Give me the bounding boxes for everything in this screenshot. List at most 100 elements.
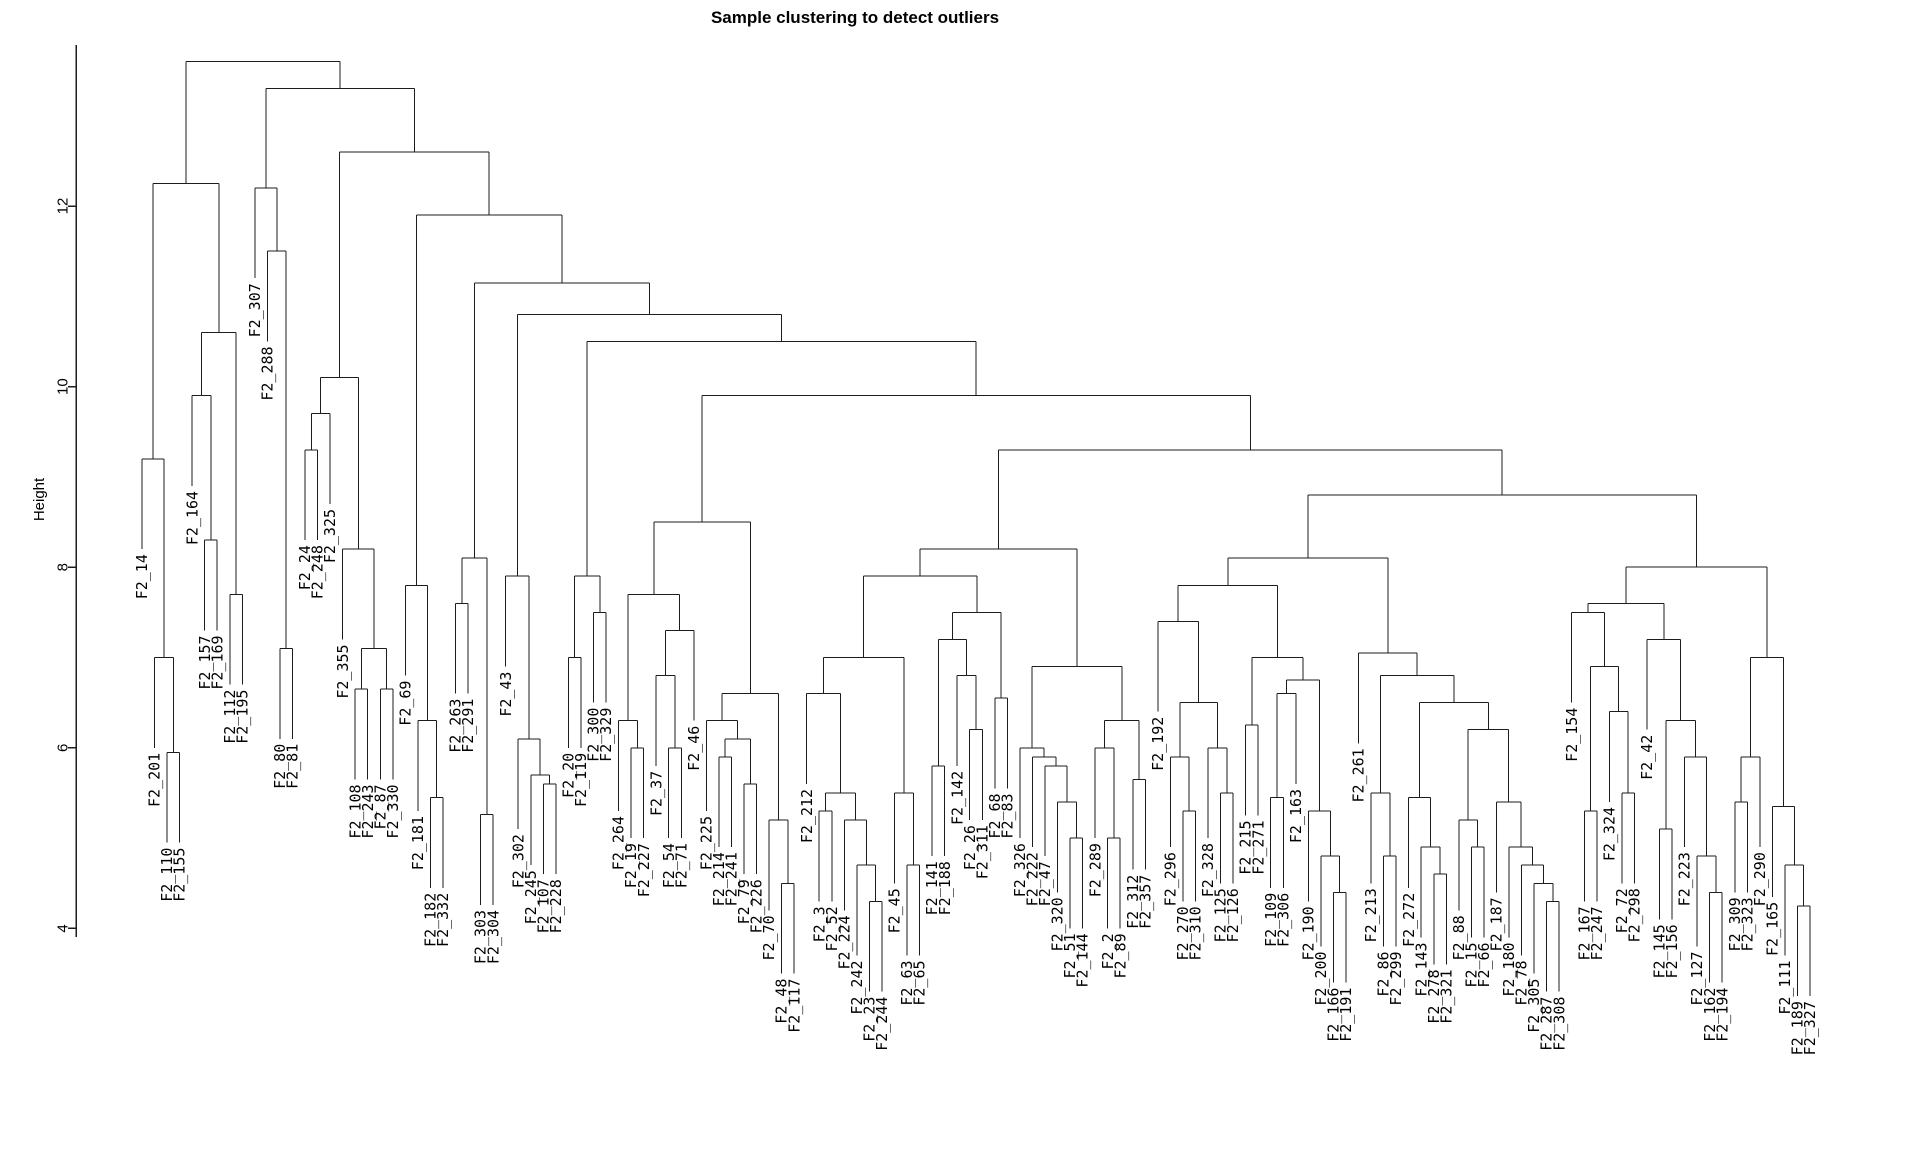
leaf-label: F2_87 xyxy=(371,784,389,829)
leaf-label: F2_327 xyxy=(1801,1001,1819,1055)
leaf-label: F2_20 xyxy=(560,753,578,798)
leaf-label: F2_248 xyxy=(309,545,327,599)
leaf-label: F2_79 xyxy=(735,879,753,924)
leaf-label: F2_80 xyxy=(271,744,289,789)
leaf-label: F2_278 xyxy=(1425,970,1443,1024)
leaf-label: F2_302 xyxy=(509,834,527,888)
leaf-label: F2_141 xyxy=(923,861,941,915)
leaf-label: F2_226 xyxy=(748,879,766,933)
leaf-label: F2_357 xyxy=(1136,875,1154,929)
leaf-label: F2_303 xyxy=(472,910,490,964)
leaf-label: F2_72 xyxy=(1613,888,1631,933)
leaf-label: F2_144 xyxy=(1074,933,1092,987)
leaf-label: F2_215 xyxy=(1237,821,1255,875)
leaf-label: F2_312 xyxy=(1124,875,1142,929)
leaf-label: F2_212 xyxy=(798,789,816,843)
leaf-label: F2_83 xyxy=(998,793,1016,838)
leaf-label: F2_109 xyxy=(1262,893,1280,947)
leaf-label: F2_310 xyxy=(1187,906,1205,960)
leaf-label: F2_320 xyxy=(1049,897,1067,951)
leaf-label: F2_111 xyxy=(1776,960,1794,1014)
leaf-label: F2_2 xyxy=(1099,933,1117,969)
leaf-label: F2_48 xyxy=(773,979,791,1024)
leaf-label: F2_332 xyxy=(434,893,452,947)
leaf-label: F2_51 xyxy=(1061,933,1079,978)
leaf-label: F2_70 xyxy=(760,915,778,960)
leaf-label: F2_127 xyxy=(1688,951,1706,1005)
leaf-label: F2_3 xyxy=(810,906,828,942)
leaf-label: F2_300 xyxy=(585,708,603,762)
leaf-label: F2_43 xyxy=(497,672,515,717)
leaf-label: F2_195 xyxy=(233,690,251,744)
leaf-label: F2_201 xyxy=(146,753,164,807)
leaf-label: F2_54 xyxy=(660,843,678,888)
leaf-label: F2_247 xyxy=(1588,906,1606,960)
leaf-label: F2_66 xyxy=(1475,942,1493,987)
leaf-label: F2_225 xyxy=(697,816,715,870)
leaf-label: F2_263 xyxy=(447,699,465,753)
leaf-label: F2_88 xyxy=(1450,915,1468,960)
leaf-label: F2_324 xyxy=(1600,807,1618,861)
leaf-label: F2_155 xyxy=(171,848,189,902)
leaf-label: F2_189 xyxy=(1789,1001,1807,1055)
leaf-label: F2_26 xyxy=(961,825,979,870)
leaf-label: F2_157 xyxy=(196,635,214,689)
leaf-label: F2_65 xyxy=(911,960,929,1005)
y-tick-label: 6 xyxy=(54,744,71,752)
leaf-label: F2_110 xyxy=(158,848,176,902)
leaf-label: F2_47 xyxy=(1036,861,1054,906)
leaf-label: F2_243 xyxy=(359,784,377,838)
leaf-label: F2_308 xyxy=(1550,997,1568,1051)
leaf-label: F2_271 xyxy=(1249,821,1267,875)
leaf-label: F2_191 xyxy=(1337,988,1355,1042)
leaf-label: F2_107 xyxy=(534,879,552,933)
leaf-label: F2_224 xyxy=(835,915,853,969)
leaf-label: F2_182 xyxy=(422,893,440,947)
leaf-label: F2_69 xyxy=(396,681,414,726)
leaf-label: F2_291 xyxy=(459,699,477,753)
leaf-label: F2_89 xyxy=(1111,933,1129,978)
leaf-label: F2_214 xyxy=(710,852,728,906)
leaf-label: F2_304 xyxy=(484,910,502,964)
leaf-label: F2_270 xyxy=(1174,906,1192,960)
leaf-label: F2_180 xyxy=(1500,942,1518,996)
y-tick-label: 10 xyxy=(54,378,71,395)
leaf-label: F2_307 xyxy=(246,283,264,337)
leaf-label: F2_222 xyxy=(1024,852,1042,906)
leaf-label: F2_355 xyxy=(334,644,352,698)
leaf-label: F2_37 xyxy=(647,771,665,816)
leaf-label: F2_14 xyxy=(133,554,151,599)
leaf-label: F2_328 xyxy=(1199,843,1217,897)
leaf-label: F2_296 xyxy=(1161,852,1179,906)
chart-title: Sample clustering to detect outliers xyxy=(710,8,1000,27)
leaf-label: F2_164 xyxy=(183,491,201,545)
leaf-label: F2_311 xyxy=(973,825,991,879)
leaf-label: F2_289 xyxy=(1086,843,1104,897)
leaf-label: F2_228 xyxy=(547,879,565,933)
leaf-label: F2_163 xyxy=(1287,789,1305,843)
leaf-label: F2_242 xyxy=(848,960,866,1014)
leaf-label: F2_117 xyxy=(785,979,803,1033)
leaf-label: F2_299 xyxy=(1387,951,1405,1005)
leaf-label: F2_42 xyxy=(1638,735,1656,780)
leaf-label: F2_190 xyxy=(1299,906,1317,960)
leaf-label: F2_309 xyxy=(1726,897,1744,951)
leaf-label: F2_290 xyxy=(1751,852,1769,906)
leaf-label: F2_305 xyxy=(1525,979,1543,1033)
leaf-label: F2_108 xyxy=(346,784,364,838)
leaf-label: F2_194 xyxy=(1713,988,1731,1042)
leaf-label: F2_323 xyxy=(1738,897,1756,951)
leaf-label: F2_81 xyxy=(284,744,302,789)
leaf-label: F2_167 xyxy=(1575,906,1593,960)
leaf-label: F2_329 xyxy=(597,708,615,762)
leaf-label: F2_143 xyxy=(1412,942,1430,996)
leaf-label: F2_192 xyxy=(1149,717,1167,771)
y-tick-label: 12 xyxy=(54,198,71,215)
leaf-label: F2_325 xyxy=(321,509,339,563)
leaf-label: F2_187 xyxy=(1488,897,1506,951)
leaf-label: F2_330 xyxy=(384,784,402,838)
leaf-label: F2_125 xyxy=(1212,888,1230,942)
leaf-label: F2_165 xyxy=(1763,902,1781,956)
leaf-label: F2_24 xyxy=(296,545,314,590)
